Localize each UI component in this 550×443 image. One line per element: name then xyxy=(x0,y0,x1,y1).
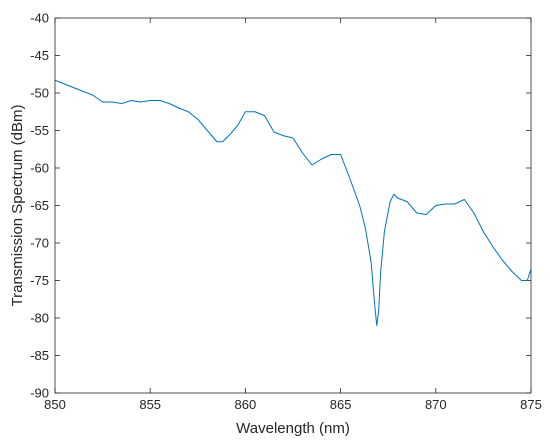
y-tick-label: -85 xyxy=(30,348,49,363)
y-tick-label: -75 xyxy=(30,273,49,288)
y-tick-label: -90 xyxy=(30,386,49,401)
y-tick-label: -60 xyxy=(30,161,49,176)
x-axis-ticks: 850 855 860 865 870 875 xyxy=(44,18,542,412)
transmission-spectrum-line xyxy=(54,79,532,326)
y-tick-label: -65 xyxy=(30,198,49,213)
y-tick-label: -70 xyxy=(30,236,49,251)
y-tick-label: -40 xyxy=(30,11,49,26)
y-tick-label: -45 xyxy=(30,48,49,63)
x-tick-label: 855 xyxy=(139,397,161,412)
y-axis-ticks: -90 -85 -80 -75 -70 -65 -60 -55 -50 -45 -40 xyxy=(30,11,531,401)
y-tick-label: -80 xyxy=(30,311,49,326)
x-axis-label: Wavelength (nm) xyxy=(236,420,350,437)
x-tick-label: 875 xyxy=(520,397,542,412)
y-tick-label: -55 xyxy=(30,123,49,138)
y-tick-label: -50 xyxy=(30,86,49,101)
x-tick-label: 865 xyxy=(330,397,352,412)
x-tick-label: 870 xyxy=(425,397,447,412)
plot-area xyxy=(55,18,531,393)
x-tick-label: 860 xyxy=(235,397,257,412)
x-tick-label: 850 xyxy=(44,397,66,412)
y-axis-label: Transmission Spectrum (dBm) xyxy=(9,105,26,307)
plot-frame xyxy=(54,17,532,394)
